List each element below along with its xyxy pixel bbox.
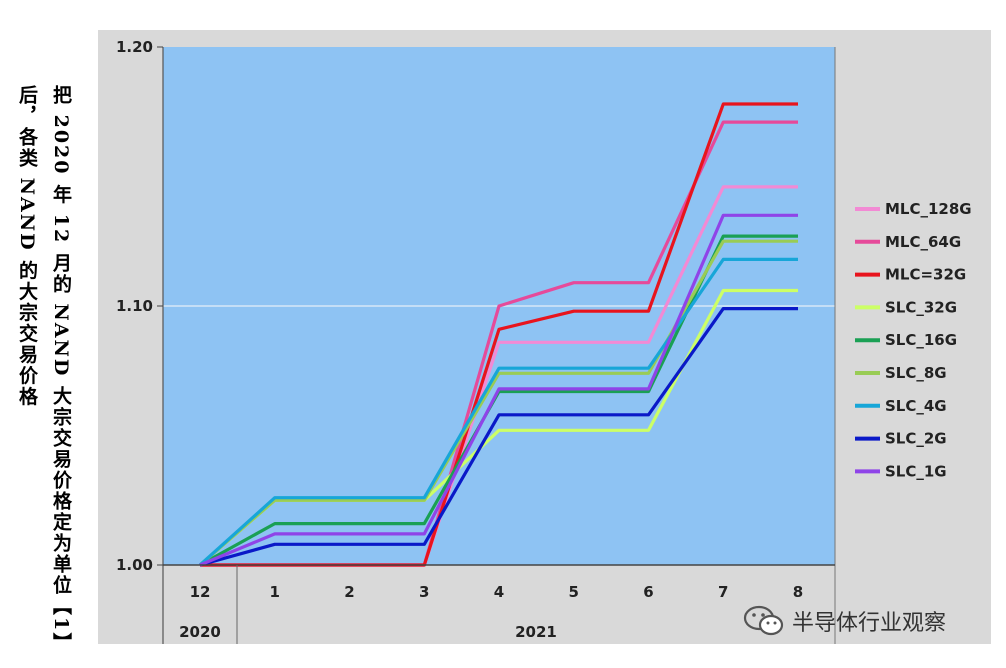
- watermark: 半导体行业观察: [742, 604, 946, 638]
- y-tick-label: 1.00: [116, 556, 153, 574]
- legend-label: SLC_4G: [885, 397, 947, 415]
- series-line-SLC_1G: [199, 213, 798, 567]
- legend-label: MLC_128G: [885, 200, 972, 218]
- x-tick-label: 4: [494, 583, 504, 601]
- legend-label: MLC=32G: [885, 266, 966, 284]
- legend-label: MLC_64G: [885, 233, 961, 251]
- legend-label: SLC_1G: [885, 462, 947, 480]
- x-tick-label: 7: [718, 583, 728, 601]
- series-line-SLC_4G: [198, 257, 798, 567]
- x-group-label: 2020: [179, 623, 221, 641]
- legend-label: SLC_32G: [885, 298, 957, 316]
- series-line-SLC_8G: [198, 239, 798, 567]
- x-tick-label: 1: [270, 583, 280, 601]
- wechat-icon: [743, 605, 784, 636]
- legend: MLC_128G MLC_64G MLC=32G SLC_32G SLC_16G SLC_…: [855, 200, 972, 480]
- x-tick-label: 5: [569, 583, 579, 601]
- x-tick-label: 6: [643, 583, 653, 601]
- legend-label: SLC_16G: [885, 331, 957, 349]
- legend-label: SLC_2G: [885, 430, 947, 448]
- y-tick-label: 1.20: [116, 38, 153, 56]
- x-tick-label: 2: [344, 583, 354, 601]
- x-tick-label: 8: [793, 583, 803, 601]
- legend-label: SLC_8G: [885, 364, 947, 382]
- x-tick-label: 3: [419, 583, 429, 601]
- series-line-SLC_2G: [199, 307, 798, 567]
- x-tick-label: 12: [190, 583, 211, 601]
- side-caption-line1: 把 2020 年 12 月的 NAND 大宗交易价格定为单位【1】: [50, 85, 72, 654]
- side-caption-line2: 后，各类 NAND 的大宗交易价格: [16, 85, 38, 408]
- y-tick-label: 1.10: [116, 297, 153, 315]
- watermark-text: 半导体行业观察: [792, 611, 947, 636]
- x-group-label: 2021: [515, 623, 557, 641]
